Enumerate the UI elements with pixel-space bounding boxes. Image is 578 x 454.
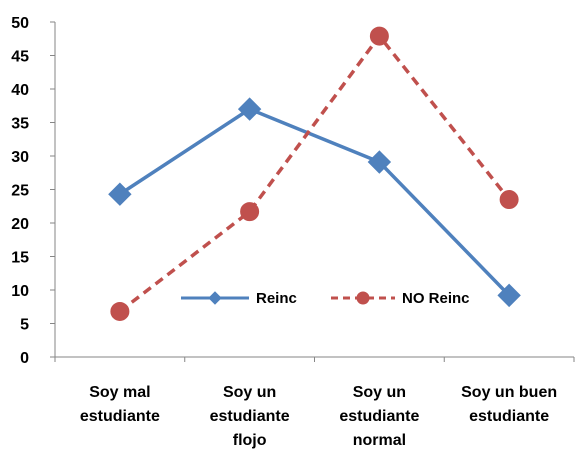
y-tick-labels: 0 5 10 15 20 25 30 35 40 45 50 bbox=[11, 15, 29, 367]
x-category-label: Soy un bbox=[353, 384, 406, 401]
data-point bbox=[499, 190, 519, 210]
x-category-label: flojo bbox=[233, 432, 267, 449]
legend-marker bbox=[356, 291, 370, 305]
data-point bbox=[367, 150, 392, 174]
data-point bbox=[369, 26, 389, 46]
chart-axes bbox=[50, 21, 575, 362]
x-category-label: Soy un buen bbox=[461, 384, 557, 401]
x-category-label: estudiante bbox=[80, 408, 160, 425]
y-tick-label: 5 bbox=[20, 317, 29, 334]
y-tick-label: 30 bbox=[11, 149, 29, 166]
data-point bbox=[237, 97, 262, 121]
y-tick-label: 0 bbox=[20, 350, 29, 367]
y-tick-label: 40 bbox=[11, 82, 29, 99]
data-point bbox=[108, 182, 132, 206]
x-category-label: normal bbox=[353, 432, 406, 449]
y-tick-label: 35 bbox=[11, 116, 29, 133]
legend-label: NO Reinc bbox=[402, 290, 470, 307]
series-reinc bbox=[108, 97, 521, 308]
y-tick-label: 15 bbox=[11, 250, 29, 267]
legend-label: Reinc bbox=[256, 290, 297, 307]
x-category-label: Soy mal bbox=[89, 384, 150, 401]
x-category-label: Soy un bbox=[223, 384, 276, 401]
series-line bbox=[118, 107, 511, 297]
x-category-label: estudiante bbox=[469, 408, 549, 425]
series-line bbox=[118, 34, 511, 313]
data-point bbox=[110, 301, 130, 321]
y-tick-label: 10 bbox=[11, 283, 29, 300]
x-category-label: estudiante bbox=[339, 408, 419, 425]
data-point bbox=[497, 283, 521, 308]
legend: Reinc NO Reinc bbox=[181, 290, 470, 307]
y-tick-label: 25 bbox=[11, 183, 29, 200]
y-tick-label: 45 bbox=[11, 49, 29, 66]
legend-marker bbox=[208, 291, 222, 305]
x-category-label: estudiante bbox=[210, 408, 290, 425]
y-tick-label: 50 bbox=[11, 15, 29, 32]
x-category-labels: Soy mal estudiante Soy un estudiante flojo So… bbox=[80, 384, 557, 449]
data-point bbox=[240, 202, 260, 222]
y-tick-label: 20 bbox=[11, 216, 29, 233]
series-no-reinc bbox=[110, 26, 519, 321]
series-layer bbox=[108, 26, 521, 321]
